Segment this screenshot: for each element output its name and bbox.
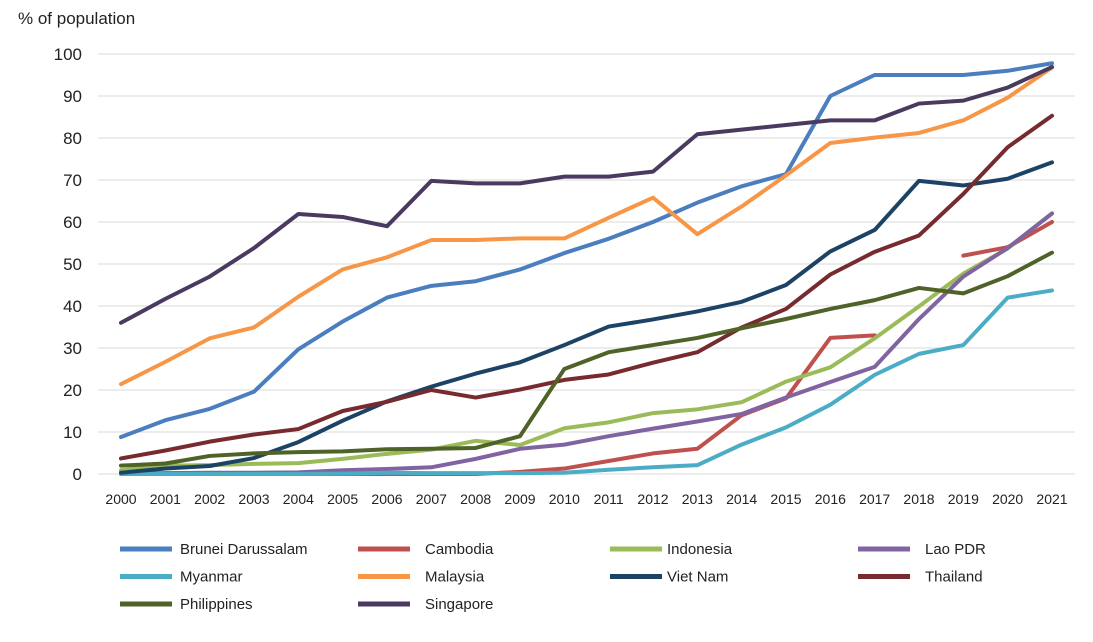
x-tick-label: 2020 — [992, 491, 1023, 507]
legend-label: Singapore — [425, 596, 493, 613]
legend-label: Philippines — [180, 596, 253, 613]
y-tick-label: 0 — [73, 465, 82, 484]
y-tick-label: 50 — [63, 255, 82, 274]
legend-label: Indonesia — [667, 541, 733, 558]
legend-item-lao-pdr: Lao PDR — [858, 541, 986, 558]
x-tick-label: 2016 — [815, 491, 846, 507]
x-tick-label: 2011 — [594, 491, 624, 507]
x-tick-label: 2010 — [549, 491, 580, 507]
x-tick-label: 2008 — [460, 491, 491, 507]
y-tick-label: 20 — [63, 381, 82, 400]
x-tick-label: 2001 — [150, 491, 181, 507]
x-tick-label: 2019 — [948, 491, 979, 507]
legend-label: Thailand — [925, 569, 983, 586]
legend-item-viet-nam: Viet Nam — [610, 569, 728, 586]
legend-item-malaysia: Malaysia — [358, 569, 485, 586]
y-tick-label: 40 — [63, 297, 82, 316]
series-line-thailand — [121, 116, 1052, 459]
x-tick-label: 2006 — [371, 491, 402, 507]
x-tick-label: 2015 — [770, 491, 801, 507]
legend-label: Myanmar — [180, 569, 243, 586]
x-tick-label: 2013 — [682, 491, 713, 507]
legend-label: Brunei Darussalam — [180, 541, 308, 558]
y-tick-label: 10 — [63, 423, 82, 442]
legend-item-philippines: Philippines — [120, 596, 253, 613]
series-line-myanmar — [121, 290, 1052, 474]
legend-label: Cambodia — [425, 541, 494, 558]
x-tick-label: 2014 — [726, 491, 757, 507]
legend-label: Lao PDR — [925, 541, 986, 558]
y-tick-label: 100 — [54, 45, 82, 64]
legend-item-myanmar: Myanmar — [120, 569, 243, 586]
x-tick-label: 2004 — [283, 491, 314, 507]
legend-item-singapore: Singapore — [358, 596, 493, 613]
y-tick-label: 70 — [63, 171, 82, 190]
x-tick-label: 2009 — [504, 491, 535, 507]
legend-item-brunei-darussalam: Brunei Darussalam — [120, 541, 308, 558]
y-tick-label: 90 — [63, 87, 82, 106]
x-tick-label: 2017 — [859, 491, 890, 507]
series-line-brunei-darussalam — [121, 63, 1052, 437]
y-tick-label: 80 — [63, 129, 82, 148]
y-tick-label: 60 — [63, 213, 82, 232]
legend-item-thailand: Thailand — [858, 569, 983, 586]
x-tick-label: 2018 — [903, 491, 934, 507]
x-tick-label: 2005 — [327, 491, 358, 507]
legend-label: Viet Nam — [667, 569, 728, 586]
legend-item-indonesia: Indonesia — [610, 541, 733, 558]
series-line-singapore — [121, 67, 1052, 323]
x-tick-label: 2002 — [194, 491, 225, 507]
x-tick-label: 2021 — [1036, 491, 1067, 507]
y-tick-label: 30 — [63, 339, 82, 358]
x-tick-label: 2000 — [105, 491, 136, 507]
legend-label: Malaysia — [425, 569, 485, 586]
x-tick-label: 2012 — [637, 491, 668, 507]
legend-item-cambodia: Cambodia — [358, 541, 494, 558]
x-tick-label: 2003 — [238, 491, 269, 507]
y-axis-label: % of population — [18, 9, 135, 28]
x-tick-label: 2007 — [416, 491, 447, 507]
